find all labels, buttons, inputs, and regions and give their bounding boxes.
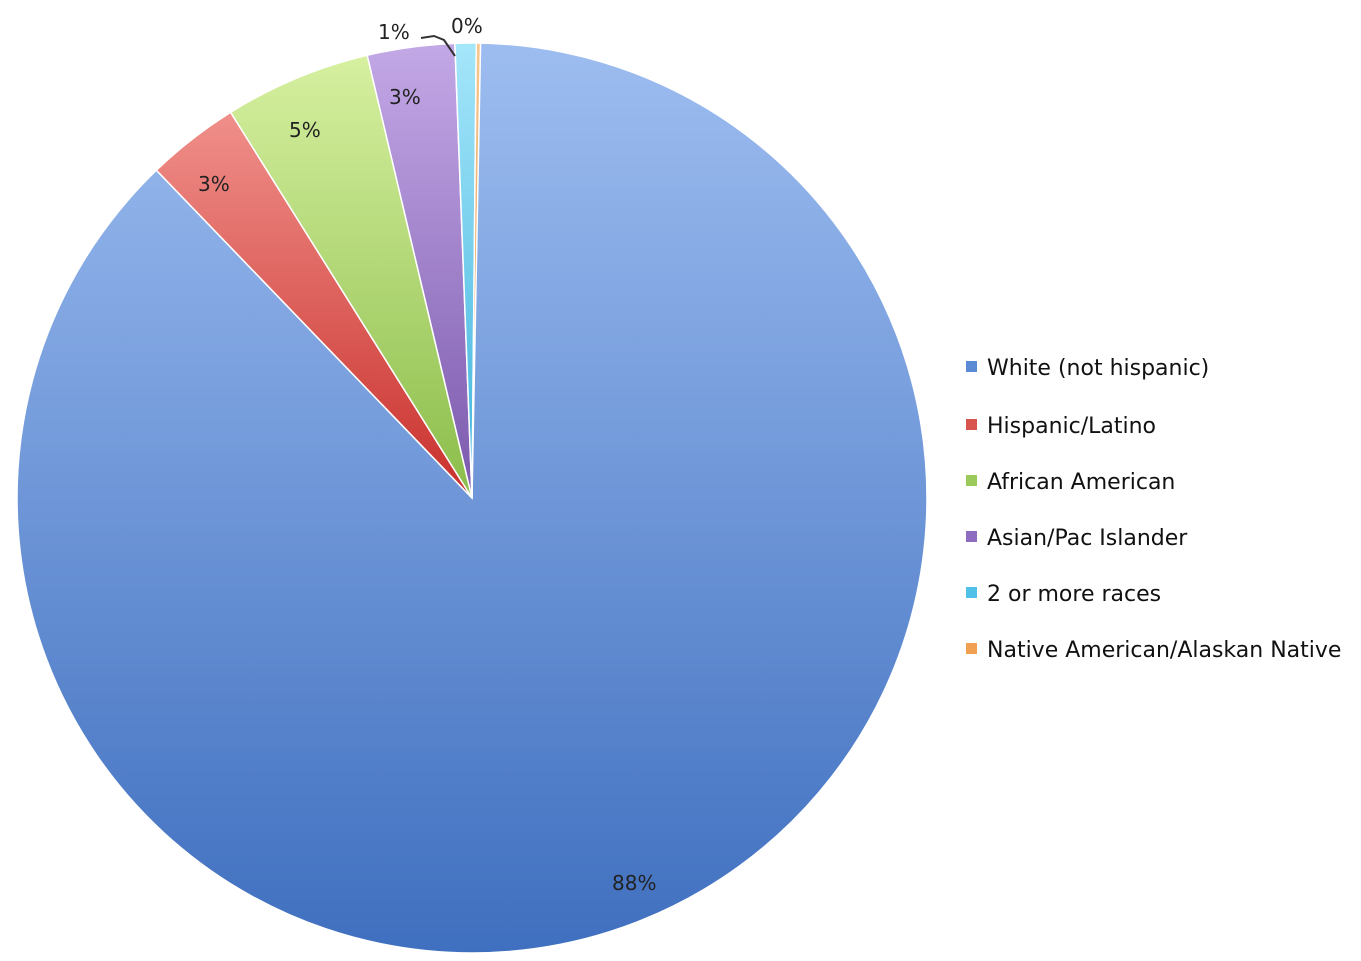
data-label-hispanic: 3%: [198, 172, 230, 196]
legend-label-native: Native American/Alaskan Native: [987, 638, 1341, 663]
legend-label-african-american: African American: [987, 470, 1175, 495]
legend-swatch-two-or-more: [966, 587, 977, 598]
pie-slice-native: [471, 42, 482, 499]
pie-slices: [16, 42, 928, 954]
data-label-native: 0%: [451, 14, 483, 38]
legend-swatch-asian: [966, 531, 977, 542]
legend-swatch-hispanic: [966, 419, 977, 430]
data-label-two-or-more: 1%: [378, 20, 410, 44]
data-label-african-american: 5%: [289, 118, 321, 142]
data-label-white: 88%: [612, 871, 656, 895]
legend: White (not hispanic) Hispanic/Latino Afr…: [966, 356, 1341, 663]
legend-label-asian: Asian/Pac Islander: [987, 526, 1188, 551]
legend-swatch-african-american: [966, 475, 977, 486]
legend-swatch-white: [966, 361, 977, 372]
legend-label-two-or-more: 2 or more races: [987, 582, 1161, 607]
data-label-asian: 3%: [389, 85, 421, 109]
legend-swatch-native: [966, 643, 977, 654]
legend-label-white: White (not hispanic): [987, 356, 1209, 381]
leader-line-1pct: [420, 34, 456, 57]
legend-label-hispanic: Hispanic/Latino: [987, 414, 1156, 439]
pie-slice-african-american: [229, 54, 473, 499]
